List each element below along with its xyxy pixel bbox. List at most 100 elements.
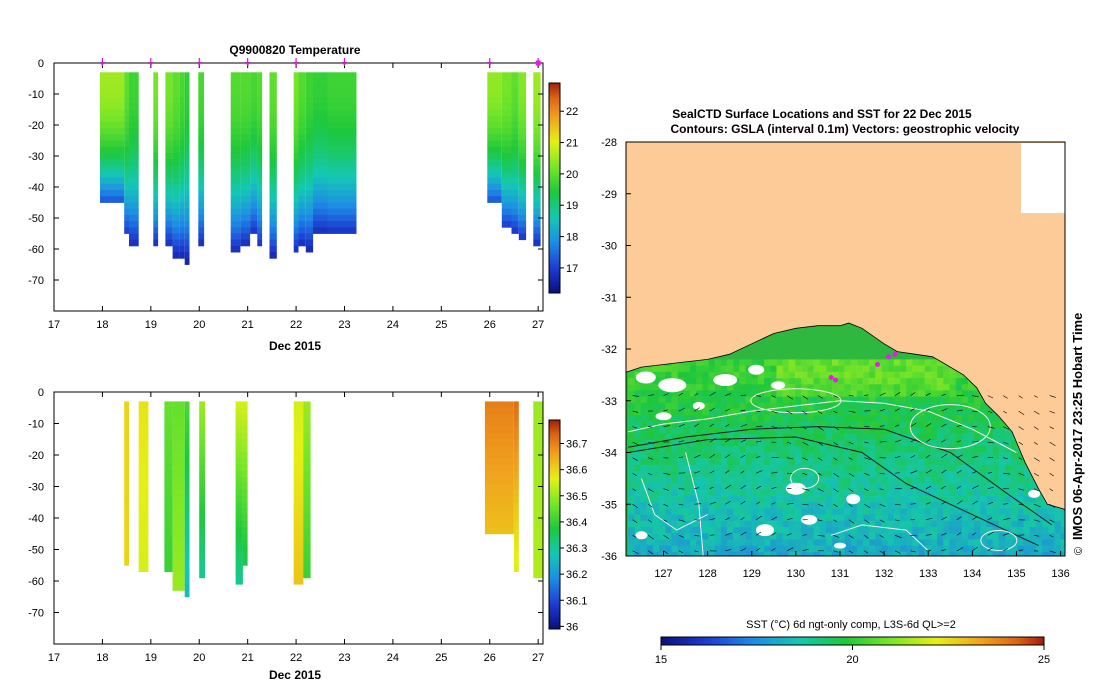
profile-cell bbox=[484, 451, 514, 459]
sst-cell bbox=[801, 433, 809, 441]
sst-cell bbox=[751, 458, 759, 466]
sst-cell bbox=[900, 508, 907, 516]
sst-cell bbox=[980, 508, 988, 516]
x-tick-label: 17 bbox=[48, 652, 60, 664]
sst-cell bbox=[862, 477, 870, 485]
profile-cell bbox=[487, 78, 502, 86]
profile-cell bbox=[327, 90, 357, 98]
profile-cell bbox=[293, 414, 304, 421]
sst-cell bbox=[974, 558, 981, 565]
profile-cell bbox=[153, 121, 159, 129]
sst-cell bbox=[819, 371, 827, 379]
sst-cell bbox=[881, 371, 889, 379]
lat-tick-label: -32 bbox=[601, 344, 617, 356]
sst-cell bbox=[869, 396, 877, 404]
sst-cell bbox=[992, 483, 1000, 491]
sst-cell bbox=[782, 390, 790, 398]
sst-cell bbox=[943, 371, 951, 379]
profile-1 bbox=[124, 72, 129, 234]
sst-cell bbox=[844, 402, 852, 410]
sst-cell bbox=[776, 514, 784, 522]
sst-cell bbox=[652, 489, 660, 497]
sst-cell bbox=[967, 427, 975, 435]
sst-cell bbox=[733, 477, 741, 485]
profile-11 bbox=[514, 401, 519, 572]
sst-cell bbox=[677, 359, 685, 367]
sst-cell bbox=[844, 464, 852, 472]
sst-cell bbox=[881, 502, 889, 510]
profile-cell bbox=[305, 115, 314, 123]
velocity-vector bbox=[632, 457, 638, 461]
profile-cell bbox=[230, 115, 241, 123]
sst-cell bbox=[862, 365, 870, 373]
sst-cell bbox=[628, 471, 636, 479]
profile-cell bbox=[293, 483, 304, 491]
sst-cell bbox=[702, 551, 710, 556]
sst-cell bbox=[702, 545, 710, 553]
sst-cell bbox=[992, 427, 1000, 435]
profile-cell bbox=[313, 159, 328, 166]
sst-cell bbox=[1005, 446, 1012, 454]
profile-cell bbox=[487, 103, 502, 110]
profile-cell bbox=[179, 72, 185, 79]
sst-cell bbox=[1005, 433, 1012, 441]
sst-cell bbox=[739, 477, 747, 485]
sst-cell bbox=[887, 440, 895, 448]
profile-cell bbox=[514, 502, 519, 509]
colorbar-tick-label: 36.4 bbox=[566, 517, 587, 529]
profile-cell bbox=[184, 414, 190, 421]
profile-cell bbox=[293, 464, 304, 472]
sst-cell bbox=[819, 446, 827, 454]
sst-cell bbox=[776, 365, 784, 373]
profile-cell bbox=[533, 571, 543, 579]
velocity-vector bbox=[771, 516, 778, 521]
sst-cell bbox=[906, 396, 914, 404]
sst-cell bbox=[659, 508, 667, 516]
sst-cell bbox=[795, 378, 802, 385]
sst-cell bbox=[807, 433, 815, 441]
sst-cell bbox=[844, 415, 852, 423]
sst-cell bbox=[628, 551, 636, 556]
profile-cell bbox=[533, 502, 543, 509]
profile-cell bbox=[511, 146, 519, 154]
sst-cell bbox=[1017, 558, 1024, 565]
sst-cell bbox=[862, 409, 870, 416]
profile-cell bbox=[533, 508, 543, 516]
profile-cell bbox=[313, 196, 328, 203]
profile-cell bbox=[313, 97, 328, 104]
velocity-vector bbox=[848, 426, 855, 429]
sst-cell bbox=[720, 520, 728, 528]
profile-cell bbox=[164, 546, 173, 554]
sst-cell bbox=[813, 545, 821, 553]
velocity-vector bbox=[632, 503, 638, 508]
sst-cell bbox=[875, 496, 883, 503]
y-tick-label: -20 bbox=[28, 450, 44, 462]
sst-cell bbox=[967, 496, 975, 503]
profile-cell bbox=[230, 84, 241, 92]
profile-cell bbox=[100, 72, 125, 79]
sst-cell bbox=[807, 527, 815, 534]
sst-cell bbox=[986, 539, 994, 547]
sst-cell bbox=[887, 365, 895, 373]
profile-cell bbox=[184, 78, 190, 86]
profile-cell bbox=[179, 159, 185, 166]
profile-cell bbox=[153, 214, 159, 222]
sst-cell bbox=[745, 464, 753, 472]
sst-cell bbox=[955, 440, 963, 448]
profile-cell bbox=[199, 540, 205, 547]
sst-cell bbox=[1017, 527, 1025, 534]
sst-cell bbox=[677, 539, 685, 547]
sst-cell bbox=[1023, 464, 1031, 472]
profile-cell bbox=[242, 502, 248, 509]
sst-cell bbox=[1011, 477, 1019, 485]
sst-cell bbox=[912, 384, 920, 392]
sst-cell bbox=[1035, 496, 1043, 503]
sst-cell bbox=[924, 527, 932, 534]
sst-cell bbox=[764, 446, 772, 454]
velocity-vector bbox=[725, 484, 732, 489]
profile-cell bbox=[172, 521, 185, 528]
velocity-vector bbox=[956, 547, 964, 552]
sst-cell bbox=[943, 396, 951, 404]
sst-cell bbox=[807, 489, 815, 497]
